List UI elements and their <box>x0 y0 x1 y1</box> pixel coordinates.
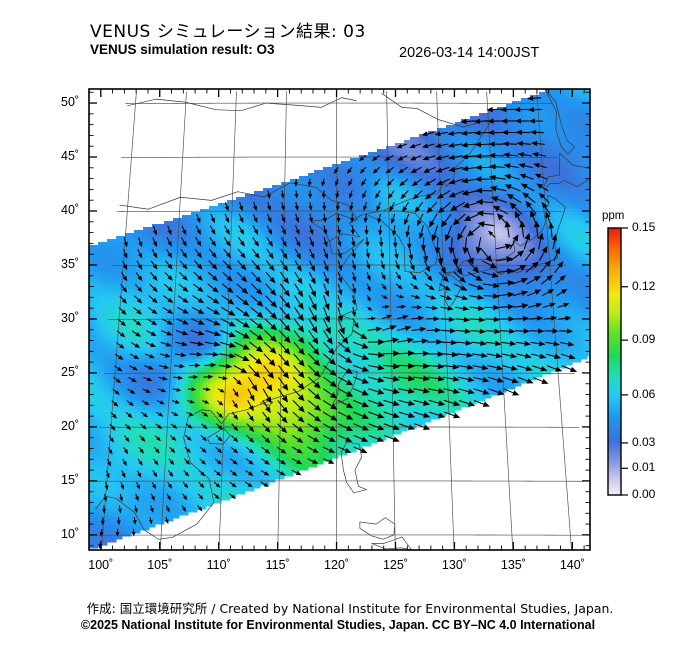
y-tick-label: 50˚ <box>61 95 80 110</box>
x-tick-label: 120˚ <box>324 558 350 572</box>
colorbar-tick-label: 0.06 <box>632 386 656 401</box>
x-tick-label: 130˚ <box>441 558 467 572</box>
colorbar-tick-label: 0.12 <box>632 278 656 293</box>
x-tick-label: 125˚ <box>382 558 409 572</box>
x-tick-label: 115˚ <box>265 558 290 572</box>
colorbar-tick-label: 0.00 <box>632 487 656 501</box>
y-tick-label: 25˚ <box>61 364 80 379</box>
x-tick-label: 140˚ <box>559 558 585 572</box>
y-tick-label: 35˚ <box>61 256 80 271</box>
y-tick-label: 45˚ <box>61 149 80 164</box>
colorbar-tick-label: 0.03 <box>632 434 656 449</box>
x-tick-label: 105˚ <box>147 558 173 572</box>
colorbar-tick-label: 0.01 <box>632 460 656 475</box>
title-english: VENUS simulation result: O3 <box>90 42 275 57</box>
footer-license-line: ©2025 National Institute for Environment… <box>80 618 596 632</box>
y-tick-label: 15˚ <box>61 472 80 487</box>
x-tick-label: 100˚ <box>88 558 114 572</box>
colorbar-tick-label: 0.15 <box>632 220 656 234</box>
map-plot-area <box>88 88 628 551</box>
colorbar-unit-label: ppm <box>602 210 625 222</box>
x-tick-label: 110˚ <box>206 558 231 572</box>
colorbar-tick-label: 0.09 <box>632 332 656 347</box>
y-tick-label: 10˚ <box>61 526 80 541</box>
y-tick-label: 30˚ <box>61 310 80 325</box>
datetime-label: 2026-03-14 14:00JST <box>399 45 540 61</box>
footer-credit-line: 作成: 国立環境研究所 / Created by National Instit… <box>86 601 614 616</box>
title-japanese: VENUS シミュレーション結果: 03 <box>90 22 366 42</box>
y-tick-label: 20˚ <box>61 418 80 433</box>
x-tick-label: 135˚ <box>500 558 526 572</box>
y-tick-label: 40˚ <box>61 202 80 217</box>
